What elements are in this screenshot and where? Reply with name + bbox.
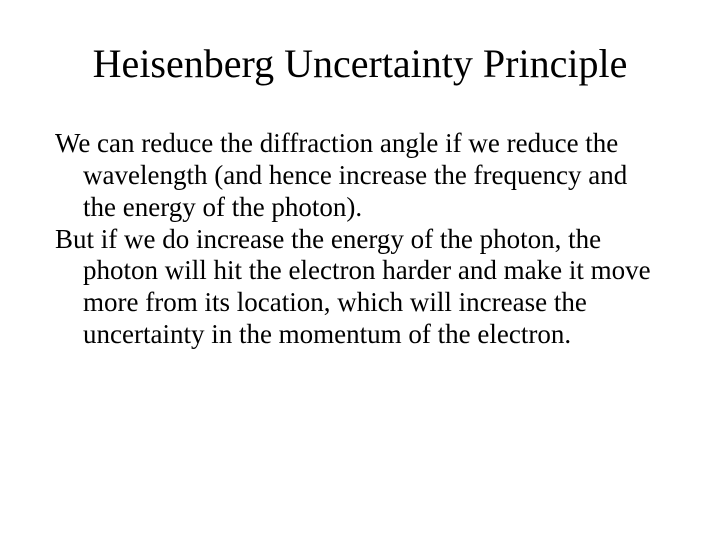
- paragraph-2: But if we do increase the energy of the …: [55, 224, 665, 351]
- slide: Heisenberg Uncertainty Principle We can …: [0, 0, 720, 540]
- slide-title: Heisenberg Uncertainty Principle: [55, 40, 665, 88]
- paragraph-1: We can reduce the diffraction angle if w…: [55, 128, 665, 224]
- slide-body: We can reduce the diffraction angle if w…: [55, 128, 665, 351]
